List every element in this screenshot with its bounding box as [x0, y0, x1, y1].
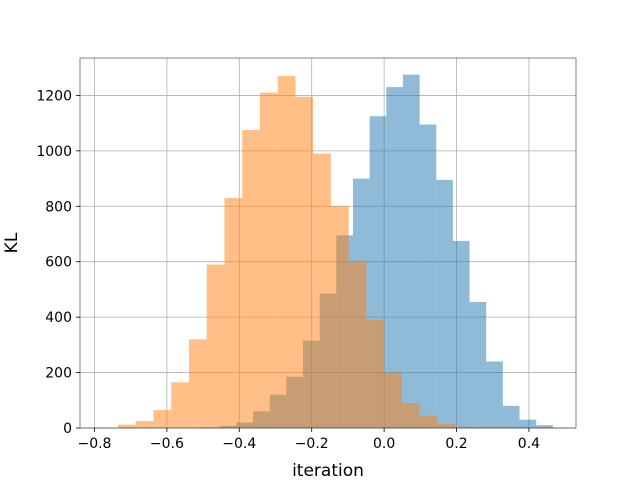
histogram-bar: [469, 301, 487, 428]
histogram-bar: [330, 206, 349, 428]
histogram-bar: [452, 240, 470, 428]
x-tick-label: 0.4: [518, 436, 540, 452]
x-axis-ticks: −0.8 −0.6 −0.4 −0.2 0.0 0.2 0.4: [77, 428, 540, 452]
histogram-bar: [188, 339, 207, 428]
histogram-bar: [313, 153, 331, 428]
histogram-bar: [366, 319, 385, 428]
histogram-bar: [536, 425, 553, 428]
histogram-bar: [153, 409, 172, 428]
histogram-bar: [401, 403, 420, 428]
x-tick-label: −0.6: [150, 436, 184, 452]
y-tick-label: 0: [63, 421, 72, 437]
histogram-bar: [455, 426, 473, 428]
histogram-series: [118, 76, 473, 428]
y-tick-label: 400: [45, 310, 72, 326]
y-tick-label: 800: [45, 199, 72, 215]
histogram-bar: [419, 124, 437, 429]
histogram-bar: [519, 419, 537, 428]
histogram-bar: [277, 76, 296, 428]
x-tick-label: 0.0: [373, 436, 395, 452]
histogram-bar: [384, 372, 402, 428]
y-tick-label: 1000: [36, 144, 72, 160]
histogram-bar: [259, 92, 278, 428]
histogram-bar: [419, 415, 438, 428]
histogram-bar: [386, 87, 403, 428]
y-tick-label: 600: [45, 255, 72, 271]
histogram-bar: [135, 421, 154, 428]
x-tick-label: −0.4: [222, 436, 256, 452]
y-tick-label: 200: [45, 366, 72, 382]
histogram-bar: [402, 74, 420, 428]
histogram-bars: [118, 74, 553, 429]
histogram-bar: [171, 382, 189, 428]
x-tick-label: 0.2: [445, 436, 467, 452]
y-axis-label: KL: [2, 232, 22, 253]
histogram-bar: [242, 130, 260, 428]
histogram-bar: [436, 179, 453, 428]
y-axis-ticks: 0 200 400 600 800 1000 1200: [36, 88, 80, 437]
x-axis-label: iteration: [292, 461, 364, 480]
x-tick-label: −0.8: [77, 436, 111, 452]
plot-frame: [79, 57, 577, 429]
y-tick-label: 1200: [36, 88, 72, 104]
histogram-bar: [486, 361, 503, 428]
histogram-bar: [206, 264, 225, 428]
histogram-bar: [437, 423, 456, 428]
histogram-bar: [118, 424, 136, 428]
histogram-bar: [502, 405, 520, 428]
histogram-bar: [224, 197, 243, 428]
x-tick-label: −0.2: [295, 436, 329, 452]
histogram-bar: [295, 96, 314, 428]
histogram-bar: [348, 261, 367, 428]
